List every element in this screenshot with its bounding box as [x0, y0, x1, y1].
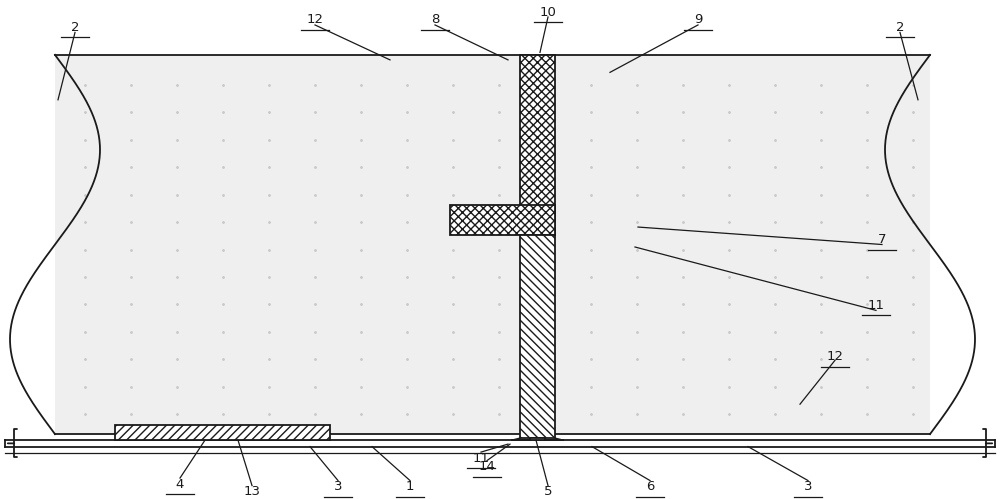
Bar: [450, 205, 555, 235]
Text: 11: 11: [868, 299, 885, 312]
Text: 7: 7: [878, 233, 886, 246]
Text: 11: 11: [473, 452, 490, 465]
Text: 14: 14: [479, 460, 495, 473]
Text: 3: 3: [804, 480, 812, 493]
Text: 9: 9: [694, 13, 702, 26]
Bar: [115, 425, 330, 440]
Text: 2: 2: [71, 21, 79, 34]
Text: 8: 8: [431, 13, 439, 26]
Text: 12: 12: [306, 13, 324, 26]
Bar: [530, 438, 545, 440]
Text: 2: 2: [896, 21, 904, 34]
Text: 4: 4: [176, 478, 184, 491]
Bar: [55, 55, 930, 434]
Bar: [520, 55, 555, 235]
Text: 13: 13: [244, 485, 260, 498]
Text: 5: 5: [544, 485, 552, 498]
Text: 1: 1: [406, 480, 414, 493]
Text: 3: 3: [334, 480, 342, 493]
Text: 6: 6: [646, 480, 654, 493]
Text: 10: 10: [540, 6, 556, 19]
Bar: [520, 235, 555, 438]
Text: 12: 12: [826, 350, 844, 363]
